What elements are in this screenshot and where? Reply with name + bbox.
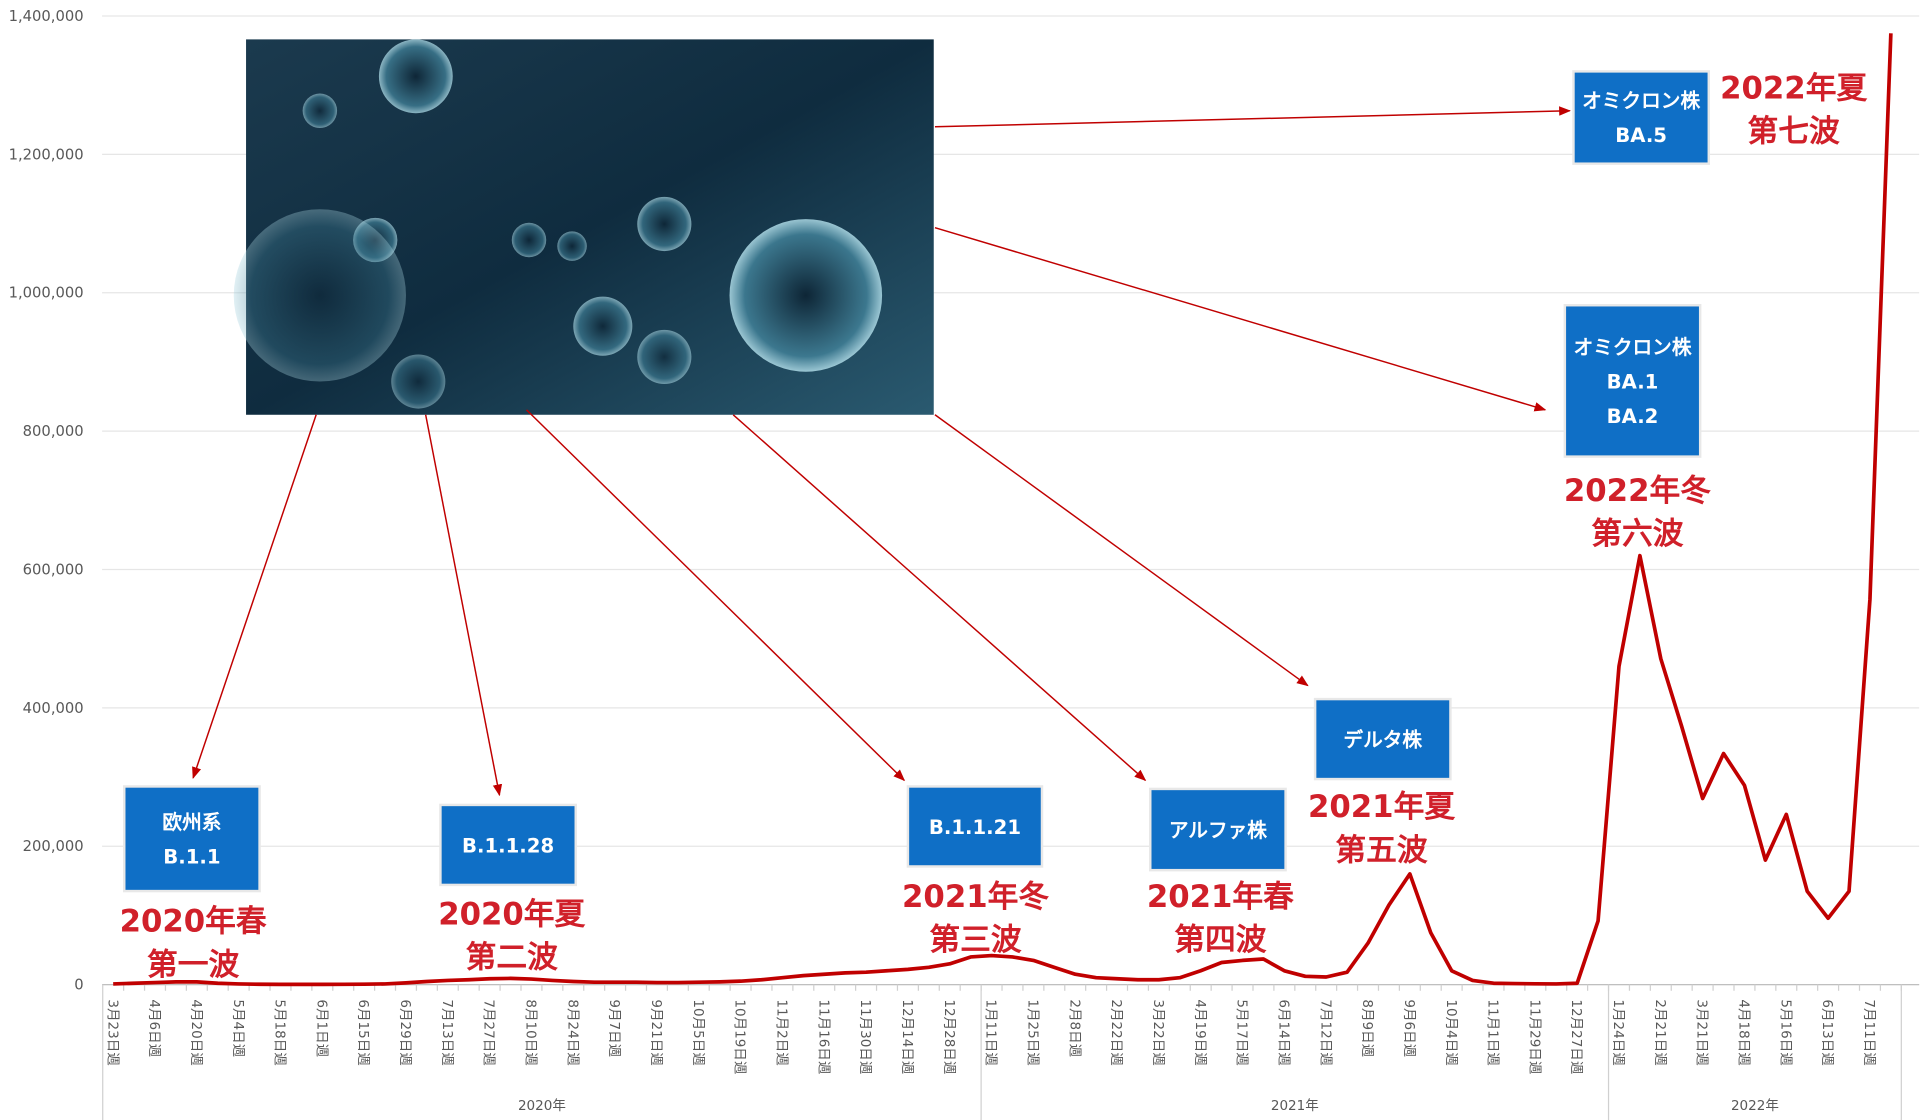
wave-label: 第一波	[147, 947, 239, 983]
x-tick-label: 9月7日週	[606, 999, 622, 1057]
y-tick-label: 0	[74, 977, 83, 994]
x-tick-label: 6月13日週	[1819, 999, 1835, 1066]
variant-label: 欧州系	[162, 811, 221, 834]
x-tick-label: 11月29日週	[1526, 999, 1542, 1074]
wave-label: 第三波	[929, 922, 1021, 958]
x-tick-label: 8月10日週	[523, 999, 539, 1066]
variant-label: オミクロン株	[1582, 90, 1700, 113]
variant-label: アルファ株	[1169, 819, 1267, 842]
x-tick-label: 11月30日週	[857, 999, 873, 1074]
x-tick-label: 3月22日週	[1150, 999, 1166, 1066]
chart: 0 200,000 400,000 600,000 800,000 1,000,000 1,…	[0, 0, 1929, 1120]
annotation-arrow	[935, 111, 1570, 127]
x-tick-label: 6月15日週	[355, 999, 371, 1066]
x-tick-label: 7月11日週	[1861, 999, 1877, 1066]
wave-label: 第二波	[466, 939, 558, 975]
variant-label: B.1.1	[163, 845, 220, 868]
x-tick-label: 6月29日週	[397, 999, 413, 1066]
wave-label: 2021年冬	[902, 879, 1049, 915]
wave-label: 第五波	[1335, 832, 1427, 868]
x-tick-label: 1月25日週	[1024, 999, 1040, 1066]
variant-label: オミクロン株	[1574, 336, 1692, 359]
annotation-arrow	[935, 415, 1308, 686]
wave-label: 2021年春	[1147, 879, 1294, 915]
x-tick-label: 1月24日週	[1610, 999, 1626, 1066]
variant-label: BA.5	[1615, 124, 1667, 147]
group-label: 2021年	[1271, 1098, 1319, 1114]
x-tick-label: 4月6日週	[146, 999, 162, 1057]
y-tick-label: 1,000,000	[9, 285, 84, 302]
x-tick-label: 10月5日週	[690, 999, 706, 1066]
wave-label: 2020年春	[120, 904, 267, 940]
x-tick-label: 8月9日週	[1359, 999, 1375, 1057]
variant-label: デルタ株	[1343, 728, 1422, 751]
annotation-arrow	[733, 415, 1145, 781]
variant-box	[124, 786, 259, 891]
x-tick-label: 11月1日週	[1485, 999, 1501, 1066]
annotation-arrow	[193, 415, 316, 778]
x-tick-label: 9月6日週	[1401, 999, 1417, 1057]
x-tick-label: 3月21日週	[1694, 999, 1710, 1066]
annotation-arrow	[426, 415, 500, 795]
wave-label: 2022年冬	[1564, 473, 1711, 509]
group-label: 2022年	[1731, 1098, 1779, 1114]
group-label: 2020年	[518, 1098, 566, 1114]
variant-label: BA.2	[1607, 405, 1659, 428]
y-tick-label: 800,000	[23, 423, 84, 440]
variant-box	[1573, 71, 1708, 163]
wave-label: 第七波	[1748, 114, 1840, 150]
x-tick-label: 6月1日週	[313, 999, 329, 1057]
x-tick-label: 4月19日週	[1192, 999, 1208, 1066]
variant-label: B.1.1.28	[462, 834, 554, 857]
variant-label: BA.1	[1607, 370, 1659, 393]
wave-label: 2020年夏	[438, 896, 585, 932]
x-tick-label: 11月2日週	[774, 999, 790, 1066]
x-tick-label: 7月12日週	[1317, 999, 1333, 1066]
x-tick-label: 3月23日週	[104, 999, 120, 1066]
x-tick-label: 2月22日週	[1108, 999, 1124, 1066]
y-tick-label: 1,400,000	[9, 8, 84, 25]
x-tick-label: 12月27日週	[1568, 999, 1584, 1074]
y-tick-label: 400,000	[23, 700, 84, 717]
annotation-arrow	[935, 228, 1545, 410]
variant-label: B.1.1.21	[929, 816, 1021, 839]
x-tick-label: 9月21日週	[648, 999, 664, 1066]
x-tick-label: 12月14日週	[899, 999, 915, 1074]
y-tick-label: 600,000	[23, 561, 84, 578]
wave-label: 2021年夏	[1308, 789, 1455, 825]
x-tick-label: 5月18日週	[272, 999, 288, 1066]
x-tick-label: 12月28日週	[941, 999, 957, 1074]
x-tick-label: 8月24日週	[564, 999, 580, 1066]
wave-label: 第四波	[1174, 922, 1266, 958]
y-tick-label: 200,000	[23, 838, 84, 855]
annotation-arrow	[527, 410, 905, 780]
x-tick-label: 2月8日週	[1066, 999, 1082, 1057]
virus-image	[234, 39, 934, 414]
x-tick-label: 5月17日週	[1234, 999, 1250, 1066]
x-tick-label: 7月13日週	[439, 999, 455, 1066]
x-tick-label: 10月19日週	[732, 999, 748, 1074]
x-tick-label: 5月4日週	[230, 999, 246, 1057]
x-tick-label: 4月20日週	[188, 999, 204, 1066]
x-tick-label: 6月14日週	[1275, 999, 1291, 1066]
x-tick-label: 7月27日週	[481, 999, 497, 1066]
x-tick-label: 4月18日週	[1736, 999, 1752, 1066]
x-tick-label: 11月16日週	[815, 999, 831, 1074]
x-tick-label: 5月16日週	[1777, 999, 1793, 1066]
x-tick-label: 10月4日週	[1443, 999, 1459, 1066]
x-tick-label: 1月11日週	[983, 999, 999, 1066]
y-tick-label: 1,200,000	[9, 146, 84, 163]
wave-label: 第六波	[1591, 516, 1683, 552]
x-tick-label: 2月21日週	[1652, 999, 1668, 1066]
wave-label: 2022年夏	[1720, 70, 1867, 106]
